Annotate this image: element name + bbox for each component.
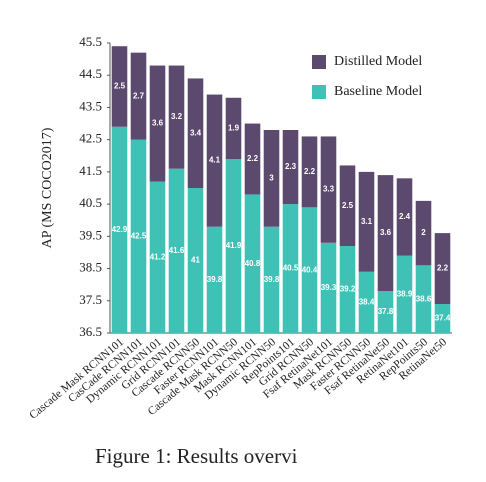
value-label: 38.6 [416, 294, 432, 303]
value-label: 2.7 [133, 91, 145, 100]
value-label: 41.6 [169, 246, 185, 255]
bar-segment [187, 188, 204, 333]
bar-segment [320, 242, 337, 333]
value-label: 39.8 [264, 275, 280, 284]
y-tick-label: 41.5 [79, 163, 102, 178]
value-label: 40.8 [245, 259, 261, 268]
value-label: 2 [421, 228, 426, 237]
value-label: 2.5 [342, 201, 354, 210]
value-label: 39.8 [207, 275, 223, 284]
bar-segment [206, 226, 223, 333]
bar-segment [358, 271, 375, 333]
bar-segment [282, 204, 299, 333]
value-label: 3.6 [152, 119, 164, 128]
y-axis-label: AP (MS COCO2017) [40, 127, 55, 248]
bar-segment [415, 200, 432, 266]
value-label: 41.2 [150, 252, 166, 261]
value-label: 39.2 [340, 285, 356, 294]
bar-segment [396, 178, 413, 256]
legend-label: Distilled Model [334, 54, 422, 69]
value-label: 4.1 [209, 156, 221, 165]
caption: Figure 1: Results overvi [95, 444, 298, 468]
bar-segment [339, 165, 356, 246]
bar-segment [377, 175, 394, 292]
legend-swatch [312, 55, 326, 69]
y-tick-label: 45.5 [79, 34, 102, 49]
bar-segment [225, 97, 242, 159]
value-label: 42.5 [131, 231, 147, 240]
value-label: 2.3 [285, 162, 297, 171]
value-label: 38.9 [397, 289, 413, 298]
bar-segment [396, 255, 413, 333]
value-label: 39.3 [321, 283, 337, 292]
bar-segment [168, 65, 185, 169]
bar-segment [263, 130, 280, 227]
bar-segment [377, 291, 394, 333]
y-tick-label: 44.5 [79, 66, 102, 81]
value-label: 2.2 [437, 264, 449, 273]
y-tick-label: 38.5 [79, 260, 102, 275]
value-label: 42.9 [112, 225, 128, 234]
y-tick-label: 43.5 [79, 98, 102, 113]
bar-segment [263, 226, 280, 333]
value-label: 3.4 [190, 128, 202, 137]
bar-segment [130, 52, 147, 140]
legend-swatch [312, 85, 326, 99]
bar-segment [415, 265, 432, 333]
value-label: 1.9 [228, 123, 240, 132]
bar-segment [301, 136, 318, 208]
y-tick-label: 42.5 [79, 131, 102, 146]
bar-segment [320, 136, 337, 243]
value-label: 3.3 [323, 185, 335, 194]
bar-segment [111, 46, 128, 127]
value-label: 37.4 [435, 314, 451, 323]
bar-segment [282, 130, 299, 205]
bar-segment [244, 194, 261, 333]
value-label: 40.5 [283, 264, 299, 273]
bar-segment [149, 65, 166, 182]
y-tick-label: 37.5 [79, 292, 102, 307]
value-label: 2.4 [399, 212, 411, 221]
bar-segment [434, 304, 451, 333]
bar-segment [358, 171, 375, 272]
value-label: 3.6 [380, 228, 392, 237]
bar-segment [434, 233, 451, 304]
bar-segment [206, 94, 223, 227]
value-label: 37.8 [378, 307, 394, 316]
bar-segment [225, 159, 242, 333]
value-label: 2.5 [114, 82, 126, 91]
value-label: 38.4 [359, 297, 375, 306]
y-tick-label: 36.5 [79, 324, 102, 339]
bar-segment [130, 139, 147, 333]
bar-segment [244, 123, 261, 195]
value-label: 3.2 [171, 112, 183, 121]
bar-segment [301, 207, 318, 333]
legend-label: Baseline Model [334, 84, 422, 99]
value-label: 2.2 [247, 154, 259, 163]
value-label: 41.9 [226, 241, 242, 250]
value-label: 3 [269, 173, 274, 182]
y-tick-label: 40.5 [79, 195, 102, 210]
value-label: 3.1 [361, 217, 373, 226]
bar-segment [111, 126, 128, 334]
value-label: 2.2 [304, 167, 316, 176]
bar-segment [187, 78, 204, 188]
value-label: 41 [191, 256, 200, 265]
y-tick-label: 39.5 [79, 227, 102, 242]
bar-segment [168, 168, 185, 333]
value-label: 40.4 [302, 265, 318, 274]
bar-segment [149, 181, 166, 333]
bar-segment [339, 246, 356, 333]
